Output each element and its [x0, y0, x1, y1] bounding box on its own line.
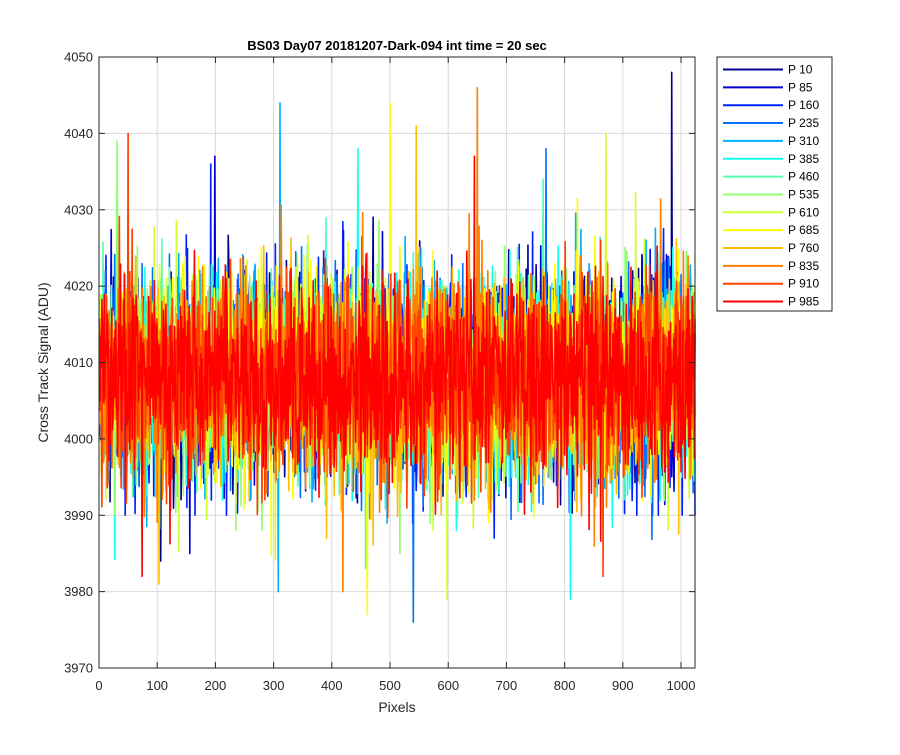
y-tick-label: 3990 — [64, 508, 93, 523]
x-tick-label: 800 — [554, 678, 576, 693]
legend-label: P 760 — [788, 241, 819, 255]
legend-label: P 910 — [788, 277, 819, 291]
legend-box — [716, 56, 833, 312]
legend-label: P 235 — [788, 116, 819, 130]
legend-label: P 460 — [788, 170, 819, 184]
legend-label: P 685 — [788, 223, 819, 237]
x-tick-label: 900 — [612, 678, 634, 693]
x-tick-label: 100 — [146, 678, 168, 693]
y-tick-label: 4030 — [64, 202, 93, 217]
legend-label: P 85 — [788, 80, 813, 94]
y-axis-label: Cross Track Signal (ADU) — [35, 282, 51, 442]
x-tick-label: 300 — [263, 678, 285, 693]
y-tick-label: 4000 — [64, 431, 93, 446]
legend-label: P 310 — [788, 134, 819, 148]
x-tick-label: 0 — [95, 678, 102, 693]
x-tick-label: 700 — [496, 678, 518, 693]
axis-ticks: 0 100 200 300 400 500 600 700 800 900 1000 3970 3980… — [64, 50, 695, 694]
x-tick-label: 400 — [321, 678, 343, 693]
legend: P 10 P 85 P 160 P 235 P 310 P 385 P 460 P 535 P … — [716, 56, 833, 312]
x-tick-label: 600 — [437, 678, 459, 693]
y-tick-label: 3980 — [64, 584, 93, 599]
legend-label: P 10 — [788, 63, 813, 77]
y-tick-label: 3970 — [64, 661, 93, 676]
series-line-p-985 — [98, 155, 696, 578]
x-tick-label: 500 — [379, 678, 401, 693]
series-lines — [98, 71, 696, 623]
y-tick-label: 4010 — [64, 355, 93, 370]
y-tick-label: 4020 — [64, 279, 93, 294]
x-axis-label: Pixels — [378, 699, 415, 715]
y-tick-label: 4050 — [64, 50, 93, 65]
legend-label: P 385 — [788, 152, 819, 166]
legend-label: P 535 — [788, 187, 819, 201]
legend-label: P 610 — [788, 205, 819, 219]
legend-label: P 160 — [788, 98, 819, 112]
x-tick-label: 200 — [205, 678, 227, 693]
chart-title: BS03 Day07 20181207-Dark-094 int time = … — [247, 38, 547, 53]
legend-label: P 985 — [788, 295, 819, 309]
legend-label: P 835 — [788, 259, 819, 273]
y-tick-label: 4040 — [64, 126, 93, 141]
x-tick-label: 1000 — [667, 678, 696, 693]
